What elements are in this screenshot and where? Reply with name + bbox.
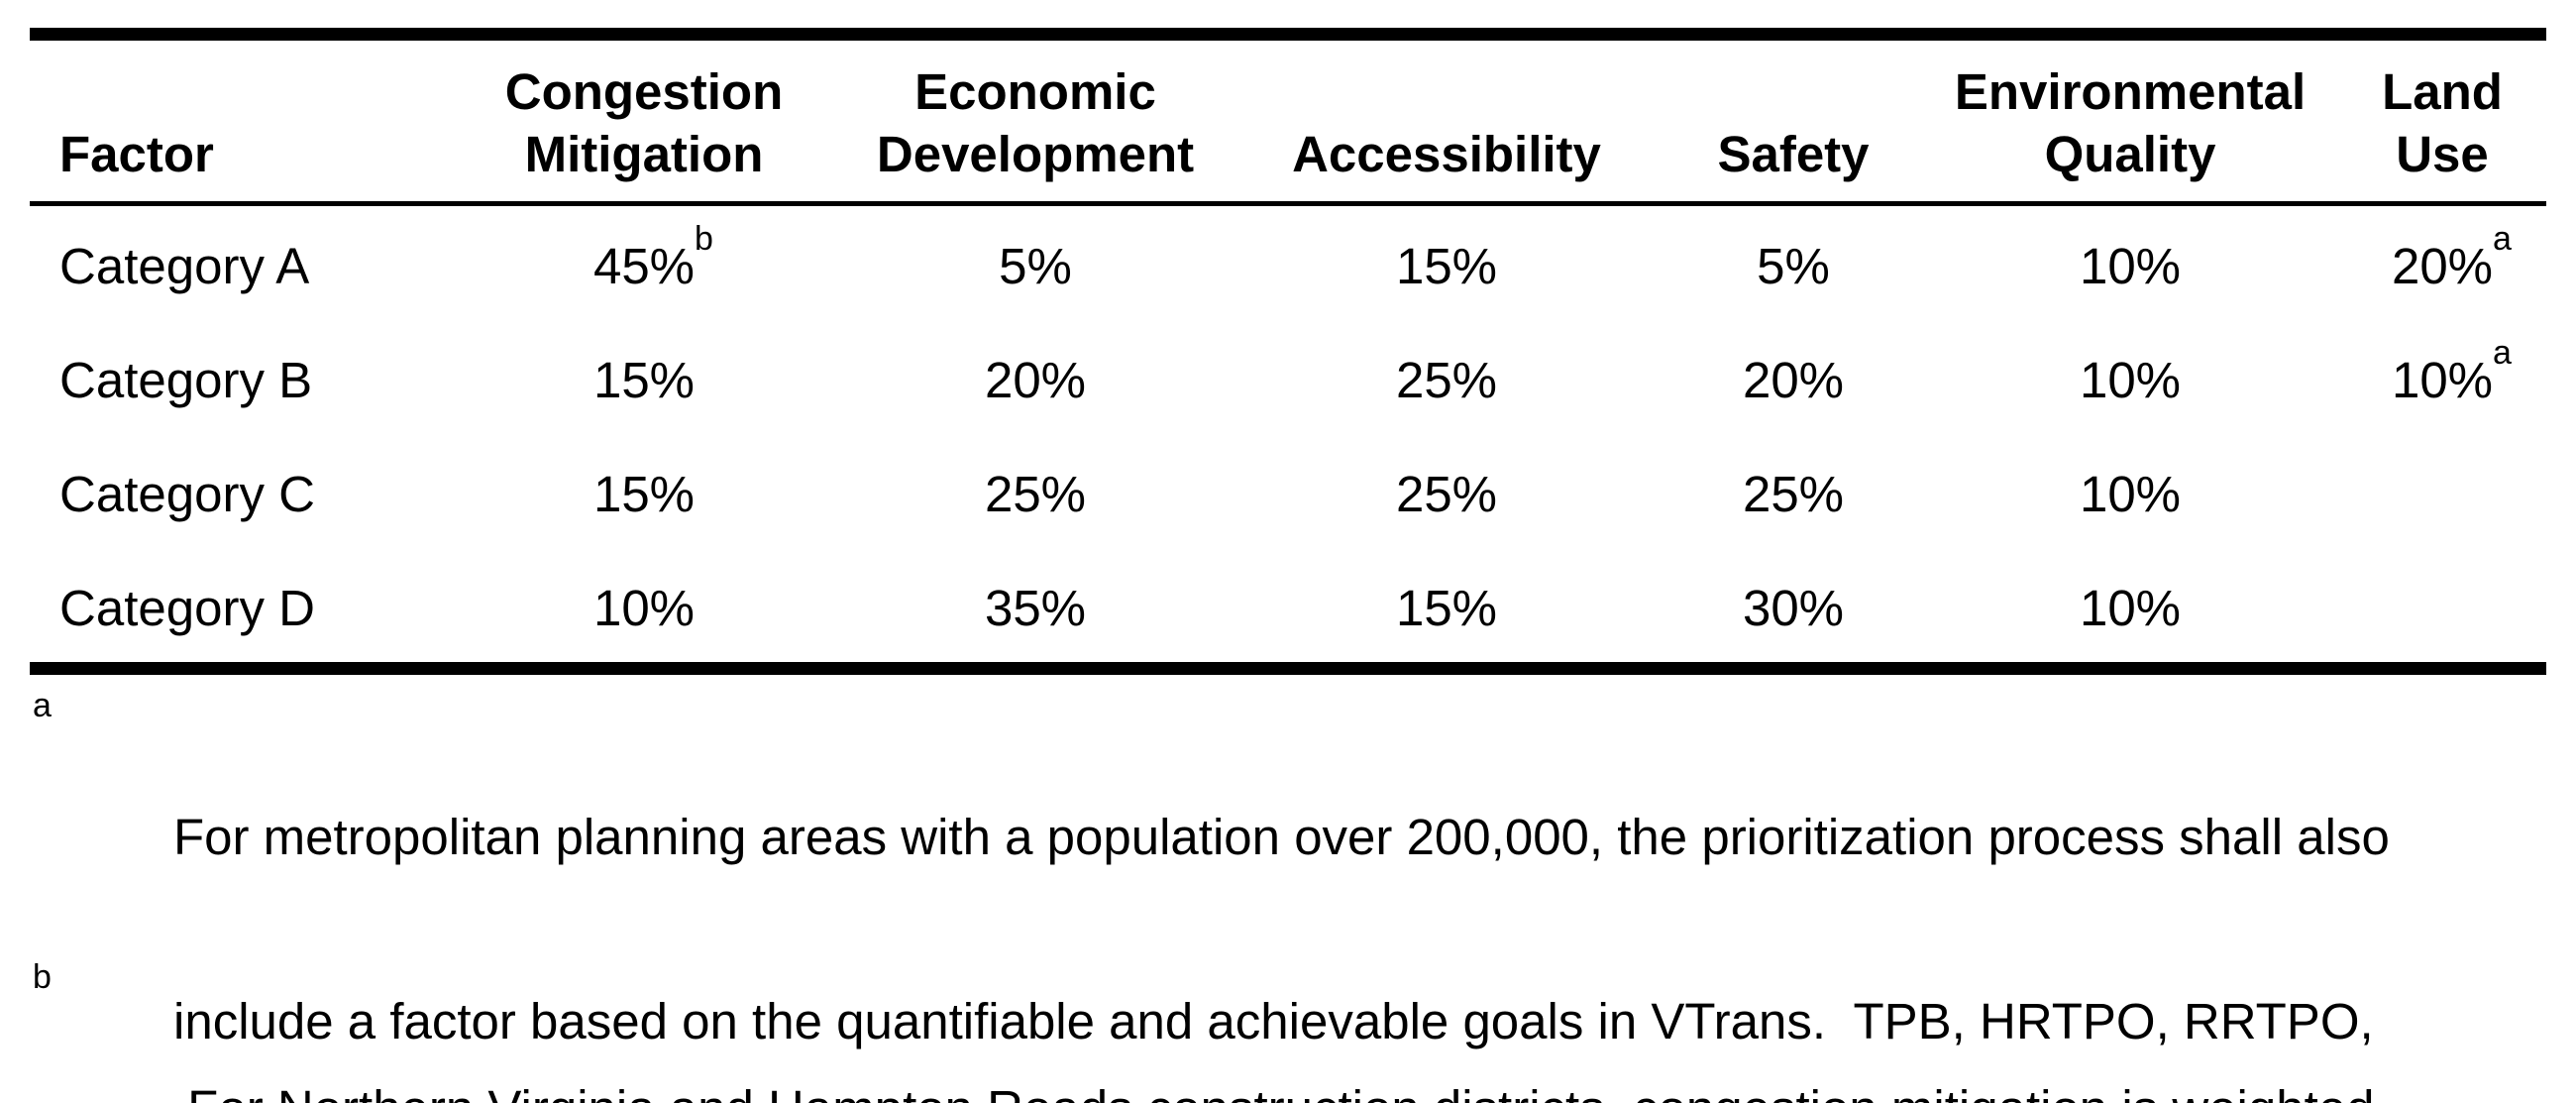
- cell-value: 10%: [2391, 352, 2494, 408]
- cell: 25%: [842, 434, 1229, 548]
- column-header-economic-development: Economic Development: [842, 34, 1229, 206]
- header-line: Development: [876, 126, 1195, 182]
- cell-value: 30%: [1742, 580, 1845, 636]
- footnote-line: include a factor based on the quantifiab…: [173, 993, 2374, 1049]
- header-line: Use: [2396, 126, 2489, 182]
- cell: 15%: [446, 320, 842, 434]
- cell-value: 25%: [1742, 466, 1845, 522]
- header-line: Land: [2382, 63, 2503, 120]
- cell: 10%: [1922, 320, 2338, 434]
- footnote-b-marker: b: [33, 958, 52, 996]
- factor-weights-table: Factor Congestion Mitigation Economic Deve…: [30, 28, 2546, 675]
- header-row: Factor Congestion Mitigation Economic Deve…: [30, 34, 2546, 206]
- header-line: Accessibility: [1292, 126, 1601, 182]
- cell: 10%: [446, 548, 842, 669]
- cell-value: 20%: [1742, 352, 1845, 408]
- header-line: Quality: [2044, 126, 2216, 182]
- cell: 30%: [1664, 548, 1922, 669]
- cell: [2338, 548, 2546, 669]
- column-header-accessibility: Accessibility: [1229, 34, 1664, 206]
- cell: 20%: [1664, 320, 1922, 434]
- cell-value: 25%: [984, 466, 1087, 522]
- footnote-b-text: For Northern Virginia and Hampton Roads …: [173, 955, 2374, 1103]
- cell: 10%: [1922, 434, 2338, 548]
- cell: 35%: [842, 548, 1229, 669]
- table-row-category-d: Category D 10% 35% 15% 30% 10%: [30, 548, 2546, 669]
- table-body: Category A 45% b 5% 15% 5% 10% 20% a Categ…: [30, 204, 2546, 669]
- cell-value: 15%: [1395, 580, 1498, 636]
- cell: 20% a: [2338, 204, 2546, 321]
- cell: 15%: [1229, 204, 1664, 321]
- footnote-a-marker: a: [33, 687, 52, 724]
- cell: 15%: [446, 434, 842, 548]
- cell-value: 5%: [1757, 238, 1830, 294]
- cell: 25%: [1664, 434, 1922, 548]
- cell-value: 5%: [999, 238, 1072, 294]
- cell-value: 10%: [2079, 352, 2182, 408]
- footnote-a: a For metropolitan planning areas with a…: [33, 684, 2536, 1103]
- cell-value: 25%: [1395, 352, 1498, 408]
- row-label: Category C: [59, 466, 315, 522]
- cell-value: 35%: [984, 580, 1087, 636]
- cell: 5%: [1664, 204, 1922, 321]
- column-header-land-use: Land Use: [2338, 34, 2546, 206]
- footnote-ref: a: [2493, 334, 2512, 372]
- table-header: Factor Congestion Mitigation Economic Deve…: [30, 34, 2546, 206]
- cell: 25%: [1229, 434, 1664, 548]
- cell-value: 10%: [592, 580, 696, 636]
- cell: [2338, 434, 2546, 548]
- cell: 10%: [1922, 204, 2338, 321]
- cell-value: 10%: [2079, 238, 2182, 294]
- cell: 5%: [842, 204, 1229, 321]
- cell: 25%: [1229, 320, 1664, 434]
- header-line: Safety: [1717, 126, 1870, 182]
- cell: 45% b: [446, 204, 842, 321]
- cell-value: 10%: [2079, 580, 2182, 636]
- cell-value: 15%: [592, 466, 696, 522]
- table-row-category-c: Category C 15% 25% 25% 25% 10%: [30, 434, 2546, 548]
- table-row-category-b: Category B 15% 20% 25% 20% 10% 10% a: [30, 320, 2546, 434]
- footnote-ref: b: [695, 220, 713, 258]
- cell: 10% a: [2338, 320, 2546, 434]
- header-line: Congestion: [504, 63, 784, 120]
- table-row-category-a: Category A 45% b 5% 15% 5% 10% 20% a: [30, 204, 2546, 321]
- column-header-congestion-mitigation: Congestion Mitigation: [446, 34, 842, 206]
- row-label: Category D: [59, 580, 315, 636]
- cell-value: 15%: [1395, 238, 1498, 294]
- footnote-line: For metropolitan planning areas with a p…: [173, 809, 2390, 865]
- cell: 10%: [1922, 548, 2338, 669]
- row-label: Category B: [59, 352, 313, 408]
- footnote-b: b For Northern Virginia and Hampton Road…: [33, 955, 2536, 1103]
- column-header-factor: Factor: [30, 34, 446, 206]
- header-line: Economic: [914, 63, 1156, 120]
- cell-value: 20%: [2391, 238, 2494, 294]
- header-line: Mitigation: [524, 126, 764, 182]
- footnote-a-text: For metropolitan planning areas with a p…: [173, 684, 2390, 1103]
- footnote-line: For Northern Virginia and Hampton Roads …: [173, 1078, 2374, 1103]
- cell-value: 45%: [592, 238, 696, 294]
- footnote-ref: a: [2493, 220, 2512, 258]
- row-label: Category A: [59, 238, 310, 294]
- header-line: Environmental: [1954, 63, 2307, 120]
- cell-value: 10%: [2079, 466, 2182, 522]
- cell: 20%: [842, 320, 1229, 434]
- column-header-environmental-quality: Environmental Quality: [1922, 34, 2338, 206]
- column-header-safety: Safety: [1664, 34, 1922, 206]
- cell: 15%: [1229, 548, 1664, 669]
- cell-value: 15%: [592, 352, 696, 408]
- cell-value: 20%: [984, 352, 1087, 408]
- cell-value: 25%: [1395, 466, 1498, 522]
- header-line: Factor: [59, 126, 214, 182]
